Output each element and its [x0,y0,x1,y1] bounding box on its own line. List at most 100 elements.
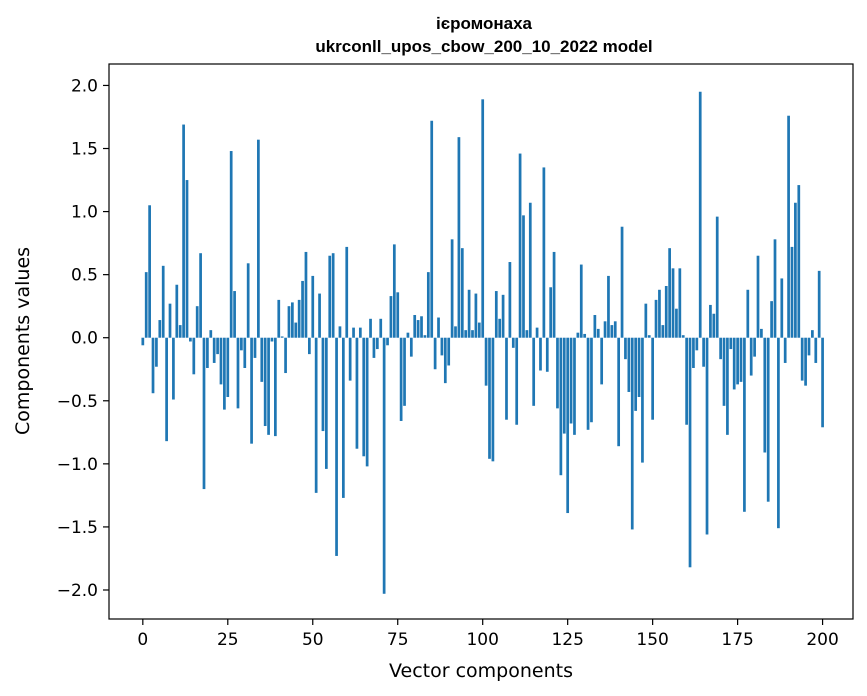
bar-54 [324,337,328,469]
bar-25 [226,337,230,397]
x-tick-label: 100 [466,630,498,650]
bar-64 [358,327,362,338]
bar-32 [250,337,253,444]
bar-75 [396,292,400,338]
bar-164 [698,91,702,338]
bar-59 [341,337,345,498]
bar-46 [297,299,301,338]
bar-84 [426,272,430,338]
bar-127 [573,337,576,435]
bar-1 [144,272,148,338]
x-tick-label: 25 [217,630,239,650]
bar-23 [219,337,223,385]
bar-12 [182,124,185,338]
bar-110 [515,337,519,425]
bar-178 [746,289,750,338]
bar-199 [817,270,821,338]
bar-6 [161,265,165,338]
bar-41 [280,336,284,338]
bar-196 [807,337,811,356]
bar-108 [508,262,512,338]
bar-163 [695,337,699,351]
bar-73 [389,296,393,338]
bar-153 [661,325,665,338]
bar-109 [511,337,515,348]
bar-60 [345,246,349,338]
bar-200 [821,337,824,428]
bar-62 [352,327,355,338]
bar-134 [596,328,600,338]
bar-102 [488,337,491,459]
bar-121 [552,251,556,338]
bar-114 [528,202,532,338]
bar-123 [559,337,563,476]
bar-series [141,91,824,594]
bar-3 [151,337,155,394]
bar-119 [545,337,549,372]
bar-55 [328,255,332,338]
bar-171 [722,337,726,406]
bar-170 [719,337,722,360]
bar-148 [644,303,648,338]
bar-172 [726,337,729,435]
bar-45 [294,322,298,338]
y-tick-label: 0.5 [71,266,98,286]
bar-83 [423,335,427,338]
bar-95 [464,330,468,338]
bar-154 [664,286,668,338]
bar-147 [641,337,644,463]
bar-56 [331,253,335,338]
bar-94 [460,248,464,338]
bar-68 [372,337,376,358]
bar-80 [413,315,417,338]
bar-47 [301,280,304,338]
bar-58 [338,326,342,338]
bar-133 [593,315,597,338]
bar-184 [766,337,770,502]
bar-113 [525,330,529,338]
bar-74 [392,244,396,338]
y-tick-label: 0.0 [71,329,98,349]
bar-67 [369,318,372,338]
bar-143 [627,337,631,392]
bar-51 [314,337,318,493]
bar-19 [206,337,209,368]
bar-107 [505,337,508,420]
bar-88 [440,337,444,356]
bar-191 [790,246,794,338]
bar-156 [671,268,675,338]
bar-169 [715,216,719,338]
bar-141 [620,226,624,338]
x-tick-label: 75 [387,630,409,650]
bar-9 [172,337,175,400]
bar-131 [586,337,590,430]
bar-13 [185,180,189,338]
bar-106 [501,294,505,338]
bar-69 [375,337,379,350]
bar-92 [454,326,457,338]
x-axis-label: Vector components [389,660,573,682]
bar-86 [433,337,437,370]
bar-166 [705,337,709,535]
bar-189 [783,337,787,363]
bar-142 [624,337,627,360]
bar-138 [610,325,614,338]
x-tick-label: 200 [806,630,838,650]
bar-144 [630,337,634,530]
bar-31 [246,263,250,338]
bar-53 [321,337,325,432]
bar-105 [498,318,502,338]
bar-2 [148,205,151,338]
bar-149 [647,335,651,338]
bar-50 [311,275,315,338]
bar-89 [443,337,447,384]
bar-26 [229,151,233,338]
bar-140 [617,337,621,447]
y-tick-label: 1.0 [71,203,98,223]
bar-11 [178,325,182,338]
bar-168 [712,313,716,338]
bar-35 [260,337,264,382]
bar-85 [430,120,434,338]
bar-112 [522,215,525,338]
y-tick-label: 2.0 [71,76,98,96]
